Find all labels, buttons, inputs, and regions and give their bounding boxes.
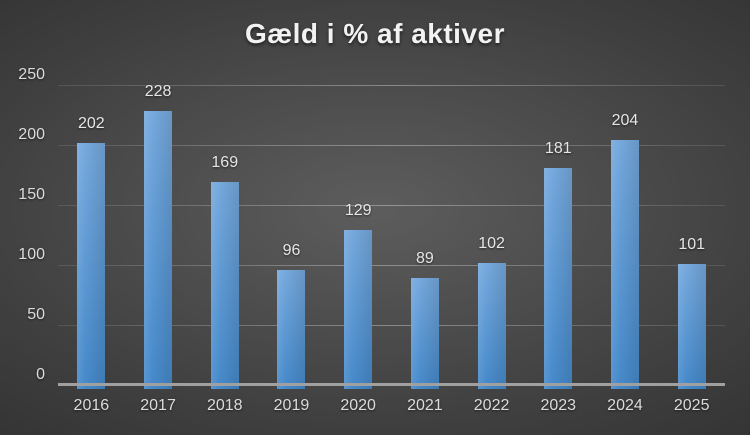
bar-2019[interactable] (277, 270, 306, 389)
bar-2018[interactable] (210, 182, 239, 389)
data-label-2017: 228 (144, 83, 172, 100)
bar-2022[interactable] (477, 263, 506, 389)
x-tick-label-2023: 2023 (540, 397, 577, 414)
data-label-2016: 202 (78, 115, 105, 132)
bar-column-2018: 169 2018 (191, 85, 258, 414)
data-label-2019: 96 (282, 242, 301, 259)
data-label-2021: 89 (415, 250, 434, 267)
gridline-200 (58, 145, 725, 146)
bar-column-2022: 102 2022 (458, 85, 525, 414)
y-tick-label: 200 (18, 126, 45, 143)
bar-series: 202 2016 228 2017 169 2018 96 2019 129 2020 89 2021… (58, 83, 725, 414)
bar-column-2019: 96 2019 (258, 85, 325, 414)
plot-area: 202 2016 228 2017 169 2018 96 2019 129 2020 89 2021… (18, 66, 725, 414)
data-label-2018: 169 (211, 154, 239, 171)
bar-column-2021: 89 2021 (392, 85, 459, 414)
chart-title: Gæld i % af aktiver (244, 18, 506, 49)
bar-2025[interactable] (677, 264, 706, 389)
x-tick-label-2024: 2024 (607, 397, 643, 414)
data-label-2024: 204 (611, 112, 639, 129)
x-tick-label-2016: 2016 (73, 397, 110, 414)
bar-2023[interactable] (544, 168, 573, 389)
x-tick-label-2020: 2020 (340, 397, 376, 414)
gridline-100 (58, 265, 725, 266)
bar-2016[interactable] (77, 143, 106, 389)
y-tick-label: 50 (27, 306, 45, 323)
x-tick-label-2018: 2018 (206, 397, 243, 414)
y-tick-label: 0 (36, 366, 45, 383)
bar-2017[interactable] (144, 111, 173, 389)
x-tick-label-2022: 2022 (473, 397, 510, 414)
bar-2020[interactable] (344, 230, 373, 389)
bar-column-2016: 202 2016 (58, 85, 125, 414)
data-label-2025: 101 (678, 236, 706, 253)
bar-column-2025: 101 2025 (658, 85, 725, 414)
bar-column-2017: 228 2017 (125, 83, 192, 414)
data-label-2022: 102 (478, 235, 505, 252)
bar-column-2024: 204 2024 (592, 85, 659, 414)
x-tick-label-2017: 2017 (140, 397, 176, 414)
x-tick-label-2021: 2021 (407, 397, 443, 414)
gridline-250 (58, 85, 725, 86)
data-label-2020: 129 (344, 202, 372, 219)
x-tick-label-2019: 2019 (273, 397, 310, 414)
y-tick-label: 150 (18, 186, 45, 203)
gridline-150 (58, 205, 725, 206)
bar-2024[interactable] (610, 140, 639, 389)
y-tick-label: 250 (18, 66, 45, 83)
data-label-2023: 181 (544, 140, 572, 157)
gridline-50 (58, 325, 725, 326)
y-tick-label: 100 (18, 246, 45, 263)
bar-2021[interactable] (410, 278, 439, 389)
x-tick-label-2025: 2025 (673, 397, 710, 414)
bar-column-2020: 129 2020 (325, 85, 392, 414)
bar-column-2023: 181 2023 (525, 85, 592, 414)
x-axis-line (58, 383, 725, 386)
